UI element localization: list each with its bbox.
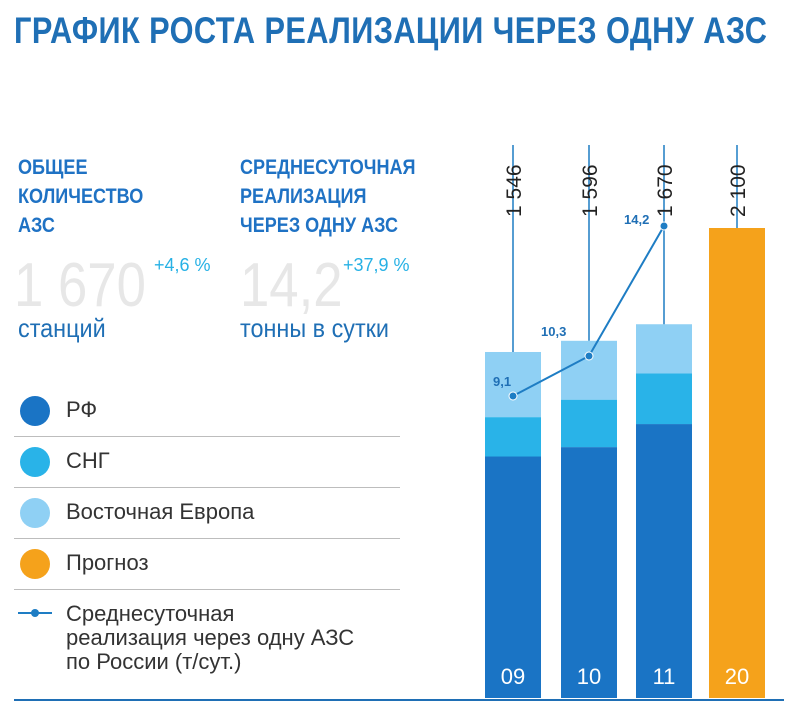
legend-line-label: Среднесуточная реализация через одну АЗС… [66,602,406,674]
bar-segment-eu [485,351,541,418]
kpi-daily-value: 14,2 [240,251,343,320]
bar-segment-sng [561,399,617,448]
bar-segment-forecast [709,228,765,698]
bar-segment-sng [485,417,541,457]
legend-swatch-sng [20,447,50,477]
bar-total-label: 1 670 [654,164,677,217]
legend-line-label-row: реализация через одну АЗС [66,625,355,650]
bar-segment-rf [561,447,617,698]
legend-line-label-row: Среднесуточная [66,601,235,626]
kpi-daily-delta: +37,9 % [343,255,410,275]
chart-title: ГРАФИК РОСТА РЕАЛИЗАЦИИ ЧЕРЕЗ ОДНУ АЗС [14,10,768,51]
legend-label: Прогноз [66,550,149,575]
bar-total-label: 1 546 [503,164,526,217]
legend-item-eu: Восточная Европа [14,488,400,539]
kpi-stations-value: 1 670 [14,251,146,320]
kpi-stations-header: ОБЩЕЕ КОЛИЧЕСТВО АЗС [18,153,143,240]
legend-item-forecast: Прогноз [14,539,400,590]
legend-label: РФ [66,397,98,422]
legend-swatch-forecast [20,549,50,579]
bar-segment-rf [636,424,692,698]
line-series-label: 14,2 [624,212,649,227]
line-series-label: 9,1 [493,374,511,389]
category-label: 09 [501,664,525,689]
legend-label: Восточная Европа [66,499,255,524]
line-series-point [584,351,594,361]
line-series-label: 10,3 [541,324,566,339]
kpi-stations-header-line: АЗС [18,214,55,237]
line-series-point [659,221,669,231]
bar-segment-sng [636,373,692,425]
kpi-daily-header: СРЕДНЕСУТОЧНАЯ РЕАЛИЗАЦИЯ ЧЕРЕЗ ОДНУ АЗС [240,153,416,240]
bottom-rule [14,699,784,701]
bar-segment-eu [561,340,617,400]
legend-item-sng: СНГ [14,437,400,488]
legend-line-marker-icon [31,609,39,617]
legend-line-label-row: по России (т/сут.) [66,649,242,674]
category-label: 20 [725,664,749,689]
bar-segment-rf [485,456,541,698]
bar-total-label: 2 100 [727,164,750,217]
kpi-stations-header-line: КОЛИЧЕСТВО [18,185,144,208]
legend-swatch-eu [20,498,50,528]
legend-label: СНГ [66,448,110,473]
bar-segment-eu [636,324,692,374]
legend-item-line: Среднесуточная реализация через одну АЗС… [14,590,400,690]
kpi-daily-header-line: РЕАЛИЗАЦИЯ [240,185,367,208]
category-label: 11 [653,664,676,689]
kpi-stations-delta: +4,6 % [154,255,211,275]
kpi-daily-header-line: СРЕДНЕСУТОЧНАЯ [240,156,416,179]
bar-total-label: 1 596 [579,164,602,217]
line-series-point [508,391,518,401]
kpi-daily-header-line: ЧЕРЕЗ ОДНУ АЗС [240,214,399,237]
legend-swatch-rf [20,396,50,426]
kpi-daily-unit: тонны в сутки [240,313,389,343]
kpi-stations-unit: станций [18,313,106,343]
category-label: 10 [577,664,601,689]
kpi-stations-header-line: ОБЩЕЕ [18,156,88,179]
legend: РФ СНГ Восточная Европа Прогноз Среднесу… [14,386,400,690]
legend-item-rf: РФ [14,386,400,437]
